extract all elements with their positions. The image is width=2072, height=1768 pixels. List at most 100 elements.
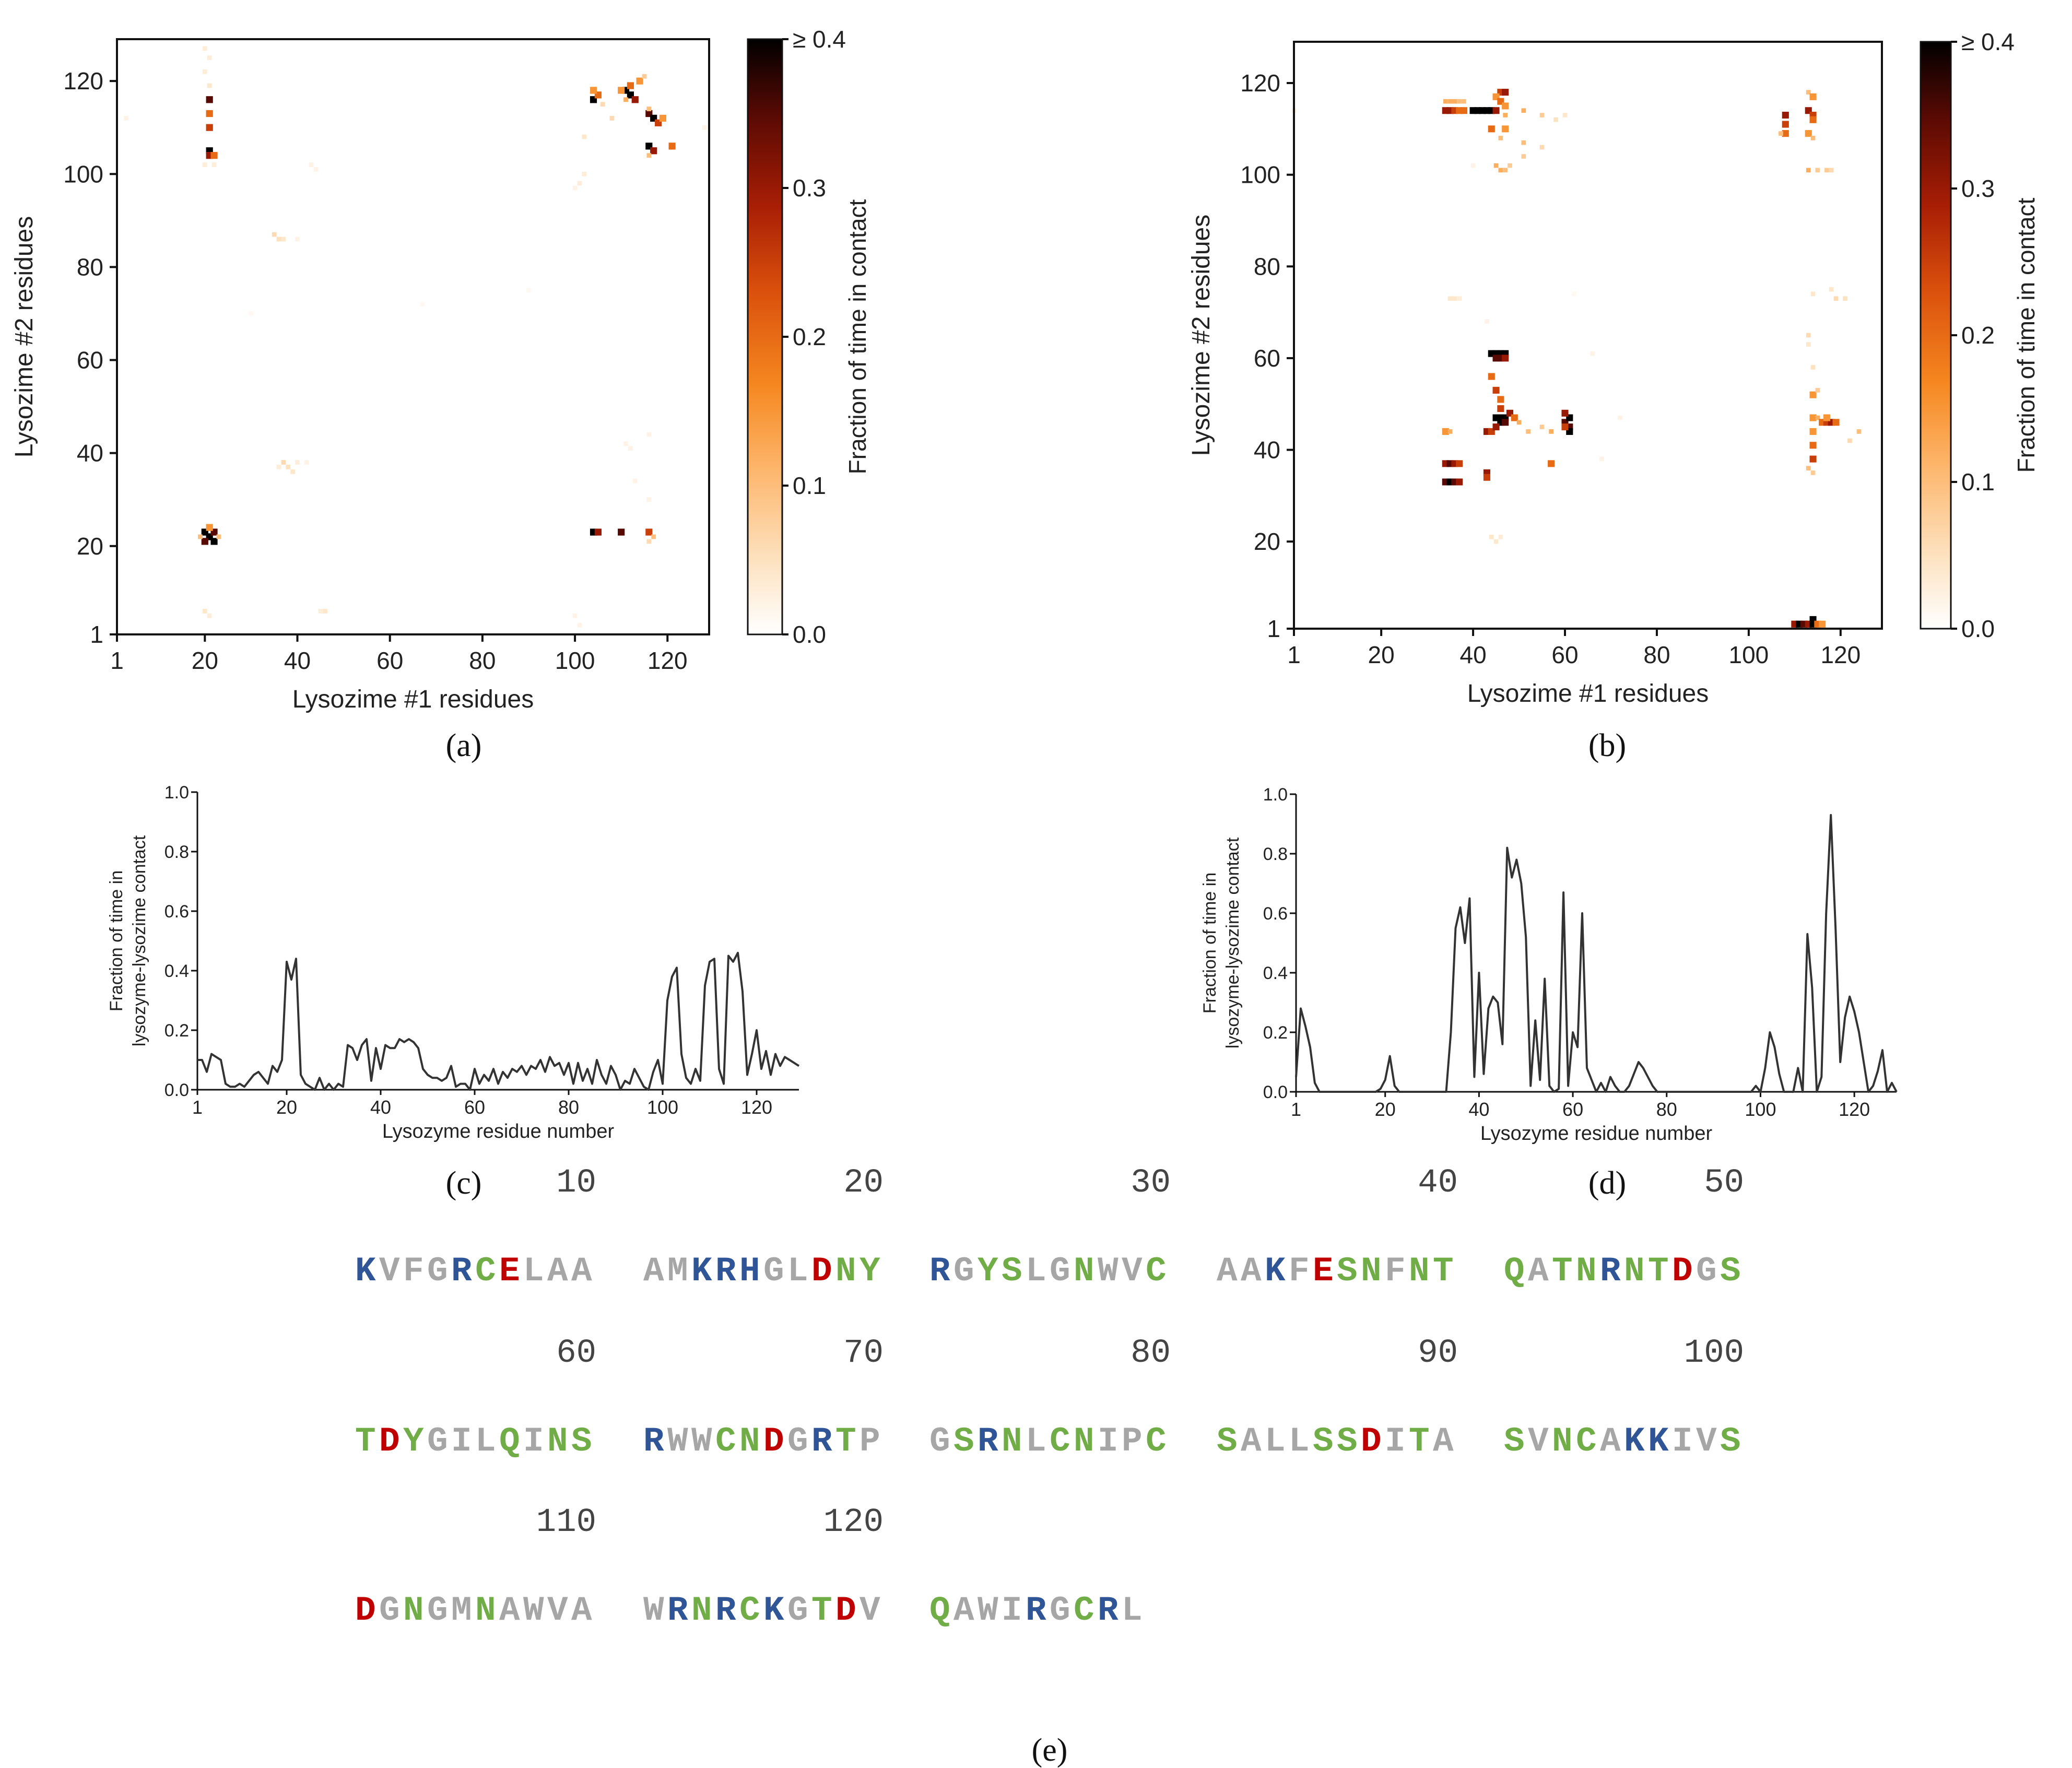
residue-letter: N (1624, 1252, 1645, 1291)
heatmap-cell (198, 534, 203, 539)
heatmap-cell (1462, 99, 1466, 104)
heatmap-cell (1456, 478, 1463, 486)
heatmap-cell (646, 153, 652, 158)
heatmap-cell (1492, 107, 1500, 114)
residue-letter: K (1265, 1252, 1286, 1291)
residue-letter: S (1313, 1422, 1334, 1461)
heatmap-cell (1782, 130, 1789, 137)
heatmap-cell (1521, 154, 1526, 159)
heatmap-cell (646, 497, 652, 502)
residue-letter: D (379, 1422, 400, 1461)
residue-letter: P (860, 1422, 880, 1461)
residue-letter: I (451, 1422, 472, 1461)
residue-letter: R (451, 1252, 472, 1291)
heatmap-cell (1442, 428, 1449, 435)
heatmap-cell (628, 446, 633, 451)
heatmap-cell (1806, 342, 1811, 347)
heatmap-cell (646, 107, 652, 112)
residue-letter: Y (403, 1422, 424, 1461)
x-tick-label: 40 (370, 1097, 391, 1118)
residue-letter: V (1122, 1252, 1143, 1291)
x-tick-label: 40 (284, 647, 311, 674)
heatmap-cell (272, 232, 277, 237)
residue-letter: C (1146, 1252, 1167, 1291)
heatmap-cell (650, 147, 657, 155)
heatmap-cell (1810, 291, 1816, 297)
sequence-position-number: 20 (843, 1164, 884, 1202)
colorbar-tick-label: 0.3 (793, 174, 826, 202)
heatmap-cell (281, 460, 286, 465)
heatmap-cell (1502, 89, 1509, 96)
heatmap-cell (1833, 296, 1839, 301)
heatmap-cell (1805, 130, 1812, 137)
heatmap-cell (295, 237, 300, 242)
heatmap-cell (210, 152, 218, 159)
residue-letter: K (1624, 1422, 1645, 1461)
y-tick-label: 40 (77, 440, 103, 467)
residue-letter: T (835, 1422, 856, 1461)
y-tick-label: 1 (1267, 615, 1280, 642)
heatmap-cell (582, 134, 587, 139)
residue-letter: L (523, 1252, 544, 1291)
y-tick-label: 0.4 (164, 961, 189, 981)
heatmap-cell (1457, 99, 1462, 104)
heatmap-cell (627, 82, 634, 89)
heatmap-cell (1502, 419, 1509, 426)
sequence-position-number: 60 (556, 1335, 596, 1372)
heatmap-cell (206, 524, 213, 531)
residue-letter: E (499, 1252, 520, 1291)
residue-letter: N (1074, 1422, 1094, 1461)
heatmap-cell (1539, 425, 1545, 429)
panel-label-e: (e) (1032, 1732, 1068, 1768)
y-tick-label: 0.8 (164, 842, 189, 862)
x-axis-title: Lysozime #1 residues (292, 686, 534, 713)
residue-letter: A (1528, 1252, 1549, 1291)
residue-letter: L (787, 1252, 808, 1291)
heatmap-cell (572, 185, 578, 191)
heatmap-cell (636, 77, 643, 85)
residue-letter: D (811, 1252, 832, 1291)
heatmap-cell (1856, 429, 1862, 434)
residue-letter: T (1648, 1252, 1669, 1291)
heatmap-cell (1829, 168, 1834, 173)
heatmap-cell (1782, 121, 1789, 128)
colorbar-title: Fraction of time in contact (844, 199, 871, 474)
y-tick-label: 0.6 (1263, 904, 1288, 924)
y-tick-label: 0.2 (164, 1021, 189, 1041)
heatmap-cell (1511, 414, 1518, 421)
residue-letter: I (1385, 1422, 1406, 1461)
residue-letter: D (355, 1591, 376, 1630)
y-tick-label: 20 (77, 533, 103, 560)
heatmap-cell (202, 46, 207, 51)
heatmap-cell (1809, 455, 1817, 463)
sequence-position-number: 50 (1704, 1164, 1744, 1202)
heatmap-cell (1590, 351, 1595, 356)
y-axis-title: Lysozime #2 residues (1187, 215, 1215, 456)
heatmap-cell (1497, 396, 1504, 403)
x-tick-label: 80 (558, 1097, 579, 1118)
residue-letter: K (691, 1252, 712, 1291)
residue-letter: A (547, 1252, 568, 1291)
heatmap-cell (1492, 386, 1500, 394)
residue-letter: L (1026, 1252, 1046, 1291)
heatmap-cell (600, 102, 605, 107)
residue-letter: W (643, 1591, 664, 1630)
residue-letter: C (1074, 1591, 1094, 1630)
residue-letter: Q (1504, 1252, 1525, 1291)
heatmap-cell (1548, 460, 1555, 467)
heatmap-cell (1503, 113, 1508, 117)
residue-letter: N (835, 1252, 856, 1291)
heatmap-cell (1493, 539, 1499, 544)
heatmap-cell (1516, 420, 1522, 425)
heatmap-cell (206, 96, 213, 103)
residue-letter: S (1337, 1252, 1358, 1291)
residue-letter: N (691, 1591, 712, 1630)
residue-letter: G (1696, 1252, 1717, 1291)
residue-letter: C (715, 1422, 736, 1461)
heatmap-cell (1561, 423, 1569, 431)
heatmap-cell (1456, 460, 1463, 467)
residue-letter: C (1146, 1422, 1167, 1461)
residue-letter: V (1696, 1422, 1717, 1461)
heatmap-cell (309, 162, 314, 167)
